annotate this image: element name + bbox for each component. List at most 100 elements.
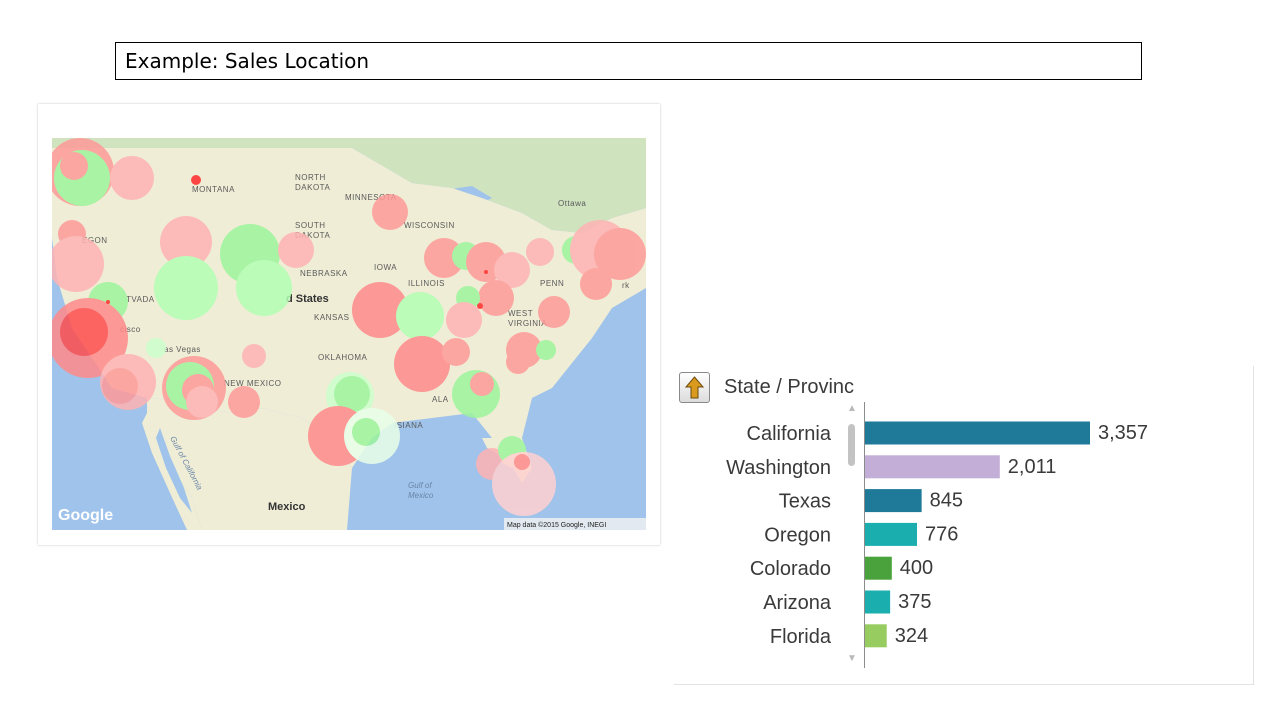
value-label: 845 [930,490,963,512]
y-axis-line [864,402,865,668]
dimension-title: State / Provinc [724,376,855,398]
sales-bubble[interactable] [442,338,470,366]
sales-bubble[interactable] [494,252,530,288]
sales-bubble[interactable] [594,228,646,280]
sales-bubble[interactable] [60,308,108,356]
map-water-label: Mexico [408,491,434,500]
scroll-down-arrow[interactable]: ▼ [847,653,857,664]
sales-bubble[interactable] [394,336,450,392]
sales-bubble[interactable] [506,332,542,368]
sales-bubble[interactable] [477,303,483,309]
sales-bubble[interactable] [60,152,88,180]
map-label: IOWA [374,263,397,272]
value-label: 2,011 [1008,456,1057,478]
category-label: California [747,423,832,445]
sales-bubble[interactable] [470,372,494,396]
sales-bubble[interactable] [396,292,444,340]
map-attribution: Map data ©2015 Google, INEGI [507,521,606,529]
value-label: 324 [895,625,928,647]
attribution-bg [504,518,646,530]
slide-title: Example: Sales Location [115,42,1142,80]
map-label: as Vegas [164,345,201,354]
bar[interactable] [865,556,892,580]
sales-bubble[interactable] [52,236,104,292]
value-label: 400 [900,557,933,579]
map-label: NEW MEXICO [224,379,281,388]
bar-chart[interactable]: California 3,357 Washington 2,011 Texas 845 Or… [700,410,1170,660]
sales-bubble[interactable] [424,238,464,278]
map-label: rk [622,281,630,290]
sales-bubble[interactable] [146,338,166,358]
sales-bubble[interactable] [514,454,530,470]
map-label: WEST [508,309,533,318]
bar[interactable] [865,455,1000,479]
bar[interactable] [865,522,918,546]
sales-bubble[interactable] [186,386,218,418]
sales-location-map[interactable]: MONTANA NORTH DAKOTA SOUTH DAKOTA MINNES… [52,138,646,530]
category-label: Oregon [764,524,831,546]
map-label: Ottawa [558,199,586,208]
map-label: ISIANA [394,421,423,430]
bar[interactable] [865,590,891,614]
sales-bubble[interactable] [154,256,218,320]
map-label: cisco [120,325,141,334]
map-label: EGON [82,236,108,245]
category-label: Colorado [750,558,831,580]
sales-bubble[interactable] [526,238,554,266]
sales-bubble[interactable] [446,302,482,338]
sales-bubble[interactable] [160,216,212,268]
sales-bubble[interactable] [191,175,201,185]
map-canvas[interactable]: MONTANA NORTH DAKOTA SOUTH DAKOTA MINNES… [52,138,646,530]
map-water-label: Gulf of [408,481,432,490]
sales-bubble[interactable] [110,156,154,200]
gulf-of-california [156,428,192,513]
map-label: ILLINOIS [408,279,445,288]
sales-bubble[interactable] [242,344,266,368]
map-label: NORTH [295,173,326,182]
scroll-up-arrow[interactable]: ▲ [847,403,857,414]
drill-up-button[interactable] [679,372,710,403]
map-label: ALA [432,395,449,404]
sales-bubble[interactable] [102,368,138,404]
bar[interactable] [865,421,1090,445]
map-label: d States [286,293,329,305]
sales-bubble[interactable] [372,194,408,230]
map-label: MONTANA [192,185,235,194]
sales-bubble[interactable] [334,376,370,412]
sales-bubble[interactable] [236,260,292,316]
chart-scrollbar[interactable]: ▲ ▼ [845,402,859,668]
category-label: Florida [770,626,832,648]
sales-bubble[interactable] [278,232,314,268]
sales-bubble[interactable] [536,340,556,360]
sales-bubble[interactable] [352,282,408,338]
canada-land [52,138,646,233]
map-label: MINNESOTA [345,193,397,202]
bar[interactable] [865,489,922,513]
sales-bubble[interactable] [484,270,488,274]
map-label: DAKOTA [295,183,330,192]
value-label: 776 [925,523,958,545]
bar[interactable] [865,624,887,648]
sales-bubble[interactable] [228,386,260,418]
map-label: VIRGINIA [508,319,547,328]
sales-bubble[interactable] [478,280,514,316]
map-label: NEBRASKA [300,269,348,278]
map-label: TVADA [126,295,155,304]
map-country-label: Mexico [268,501,306,513]
sales-bubble[interactable] [538,296,570,328]
scroll-thumb[interactable] [848,424,855,466]
category-label: Washington [726,457,831,479]
map-label: SOUTH [295,221,326,230]
category-label: Texas [779,491,831,513]
map-label: DAKOTA [295,231,330,240]
mexico-land [147,398,352,530]
sales-bubble[interactable] [106,300,110,304]
value-label: 3,357 [1098,422,1148,444]
sales-bubble[interactable] [492,452,556,516]
map-label: PENN [540,279,564,288]
sales-bubble[interactable] [580,268,612,300]
map-label: OKLAHOMA [318,353,368,362]
sales-bubbles[interactable] [52,138,646,516]
sales-bubble[interactable] [352,418,380,446]
up-arrow-icon [684,376,705,399]
